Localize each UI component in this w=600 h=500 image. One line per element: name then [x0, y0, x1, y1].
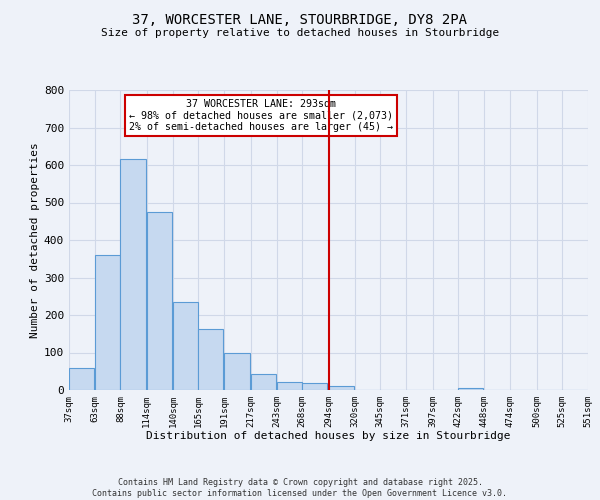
Text: 37, WORCESTER LANE, STOURBRIDGE, DY8 2PA: 37, WORCESTER LANE, STOURBRIDGE, DY8 2PA: [133, 12, 467, 26]
X-axis label: Distribution of detached houses by size in Stourbridge: Distribution of detached houses by size …: [146, 432, 511, 442]
Bar: [277, 382, 302, 390]
Bar: [69, 368, 94, 390]
Bar: [173, 302, 198, 390]
Text: 37 WORCESTER LANE: 293sqm
← 98% of detached houses are smaller (2,073)
2% of sem: 37 WORCESTER LANE: 293sqm ← 98% of detac…: [129, 99, 393, 132]
Bar: [147, 212, 172, 390]
Bar: [198, 329, 223, 390]
Text: Size of property relative to detached houses in Stourbridge: Size of property relative to detached ho…: [101, 28, 499, 38]
Bar: [95, 255, 121, 390]
Bar: [302, 383, 328, 390]
Bar: [224, 353, 250, 390]
Bar: [121, 158, 146, 390]
Y-axis label: Number of detached properties: Number of detached properties: [30, 142, 40, 338]
Text: Contains HM Land Registry data © Crown copyright and database right 2025.
Contai: Contains HM Land Registry data © Crown c…: [92, 478, 508, 498]
Bar: [329, 386, 354, 390]
Bar: [458, 388, 483, 390]
Bar: [251, 374, 276, 390]
